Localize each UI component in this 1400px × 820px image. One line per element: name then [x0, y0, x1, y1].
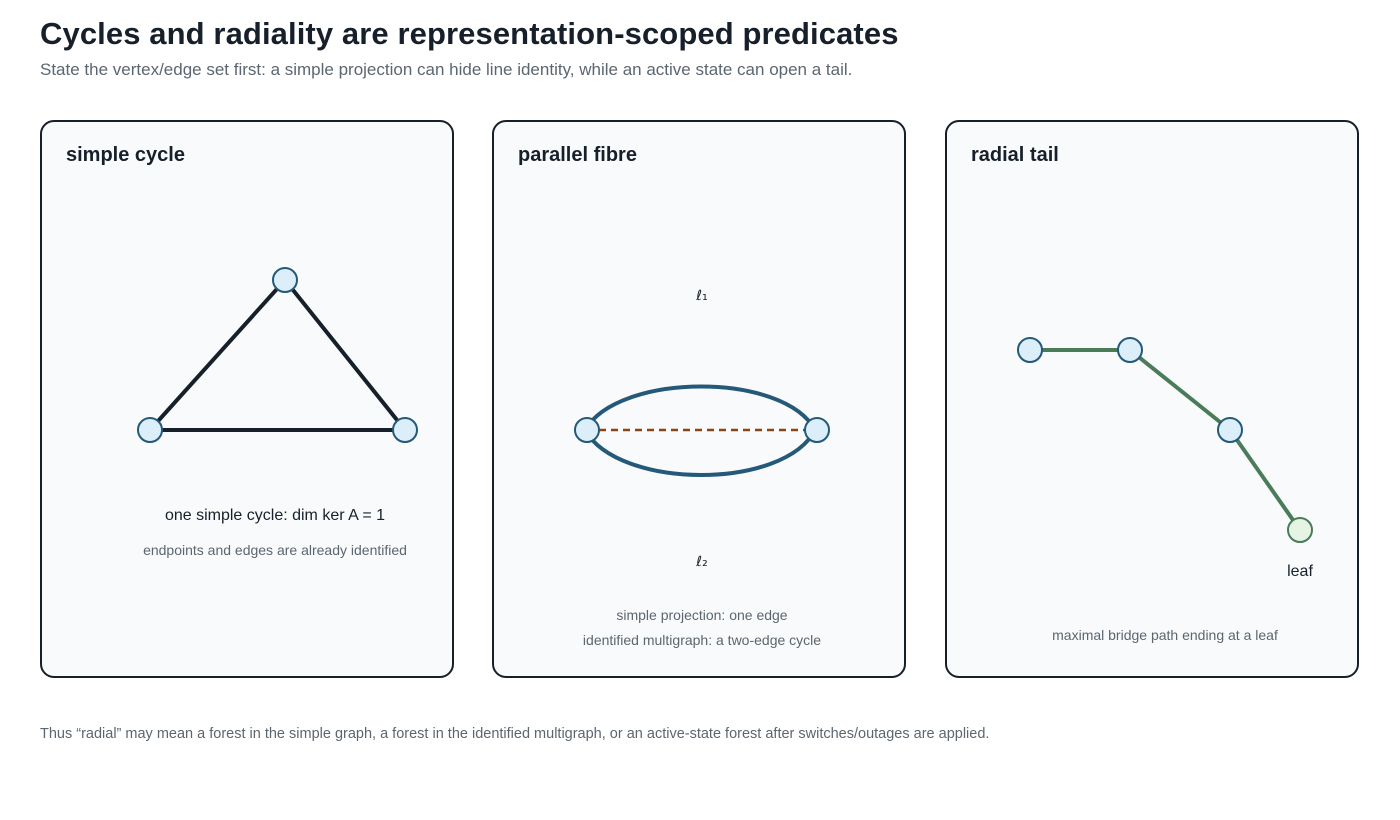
- line-label-bottom: ℓ₂: [695, 554, 707, 570]
- cycle-node-right: [392, 417, 418, 443]
- tail-caption-note: maximal bridge path ending at a leaf: [1052, 627, 1278, 643]
- page-subtitle: State the vertex/edge set first: a simpl…: [40, 60, 853, 79]
- fibre-caption-line2: identified multigraph: a two-edge cycle: [583, 632, 821, 648]
- cycle-caption-main: one simple cycle: dim ker A = 1: [165, 507, 385, 524]
- fibre-node-right: [804, 417, 830, 443]
- cycle-node-top: [272, 267, 298, 293]
- cycle-edge-right: [283, 278, 407, 432]
- fibre-node-left: [574, 417, 600, 443]
- radial-tail-diagram: leaf maximal bridge path ending at a lea…: [1017, 337, 1313, 643]
- panel-title: parallel fibre: [518, 144, 637, 166]
- tail-node-3: [1217, 417, 1243, 443]
- panel-radial-tail: radial tail leaf maximal bridge path end…: [945, 120, 1359, 678]
- tail-edge-2: [1128, 348, 1232, 432]
- panel-simple-cycle: simple cycle one simple cycle: dim ker A…: [40, 120, 454, 678]
- tail-edge-3: [1228, 428, 1302, 532]
- page-title: Cycles and radiality are representation-…: [40, 16, 899, 51]
- cycle-caption-note: endpoints and edges are already identifi…: [143, 542, 407, 558]
- footer-note: Thus “radial” may mean a forest in the s…: [40, 726, 990, 742]
- panel-parallel-fibre: parallel fibre ℓ₁ ℓ₂ simple projection: …: [492, 120, 906, 678]
- cycle-edge-left: [148, 278, 287, 432]
- tail-node-2: [1117, 337, 1143, 363]
- line-label-top: ℓ₁: [695, 288, 707, 304]
- panel-title: simple cycle: [66, 144, 185, 166]
- parallel-edge-top: [583, 384, 817, 432]
- parallel-fibre-diagram: ℓ₁ ℓ₂ simple projection: one edge identi…: [574, 288, 830, 648]
- tail-node-1: [1017, 337, 1043, 363]
- panel-title: radial tail: [971, 144, 1059, 166]
- leaf-node: [1287, 517, 1313, 543]
- leaf-label: leaf: [1287, 563, 1313, 580]
- parallel-edge-bottom: [583, 428, 817, 477]
- cycle-node-left: [137, 417, 163, 443]
- fibre-caption-line1: simple projection: one edge: [616, 607, 787, 623]
- simple-cycle-diagram: one simple cycle: dim ker A = 1 endpoint…: [137, 267, 418, 558]
